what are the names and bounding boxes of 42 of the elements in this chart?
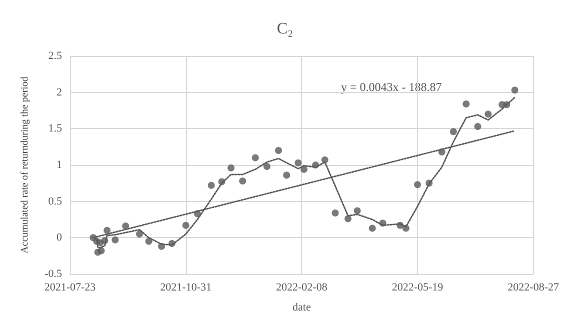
x-axis-title: date — [292, 302, 311, 314]
point — [484, 110, 492, 118]
y-tick-label: 2.5 — [48, 50, 62, 62]
point — [275, 146, 282, 154]
x-tick-label: 2021-07-23 — [44, 282, 96, 294]
point — [300, 166, 308, 173]
point — [294, 159, 302, 166]
y-tick-label: 0.5 — [48, 195, 62, 208]
point — [344, 215, 352, 222]
point — [104, 226, 111, 234]
point — [354, 207, 361, 214]
point — [450, 128, 457, 136]
y-tick-label: -0.5 — [44, 268, 62, 280]
x-tick-label: 2022-08-27 — [508, 282, 560, 294]
y-axis-title: Accumulated rate of returnduring the period — [20, 76, 30, 254]
x-tick-label: 2021-10-31 — [160, 282, 212, 294]
point — [145, 238, 152, 245]
point — [228, 164, 235, 172]
point — [98, 247, 105, 254]
point — [252, 154, 259, 162]
x-tick-label: 2022-02-08 — [276, 282, 328, 294]
point — [208, 182, 215, 189]
point — [474, 122, 482, 130]
annotation: y = 0.0043x - 188.87 — [341, 80, 442, 94]
point — [182, 222, 190, 229]
point — [511, 86, 518, 94]
chart-title: C₂ — [276, 20, 294, 38]
point — [414, 181, 422, 188]
point — [332, 209, 339, 216]
y-tick-label: 2 — [56, 86, 62, 98]
x-tick-label: 2022-05-19 — [392, 282, 444, 294]
point — [263, 162, 270, 170]
point — [112, 236, 119, 244]
y-tick-label: 1.5 — [48, 122, 62, 135]
point — [239, 177, 246, 184]
point — [283, 172, 290, 179]
point — [368, 224, 376, 232]
y-tick-label: 0 — [56, 232, 62, 244]
y-tick-label: 1 — [56, 159, 62, 171]
point — [136, 230, 143, 238]
point — [462, 100, 470, 108]
point — [122, 222, 130, 230]
